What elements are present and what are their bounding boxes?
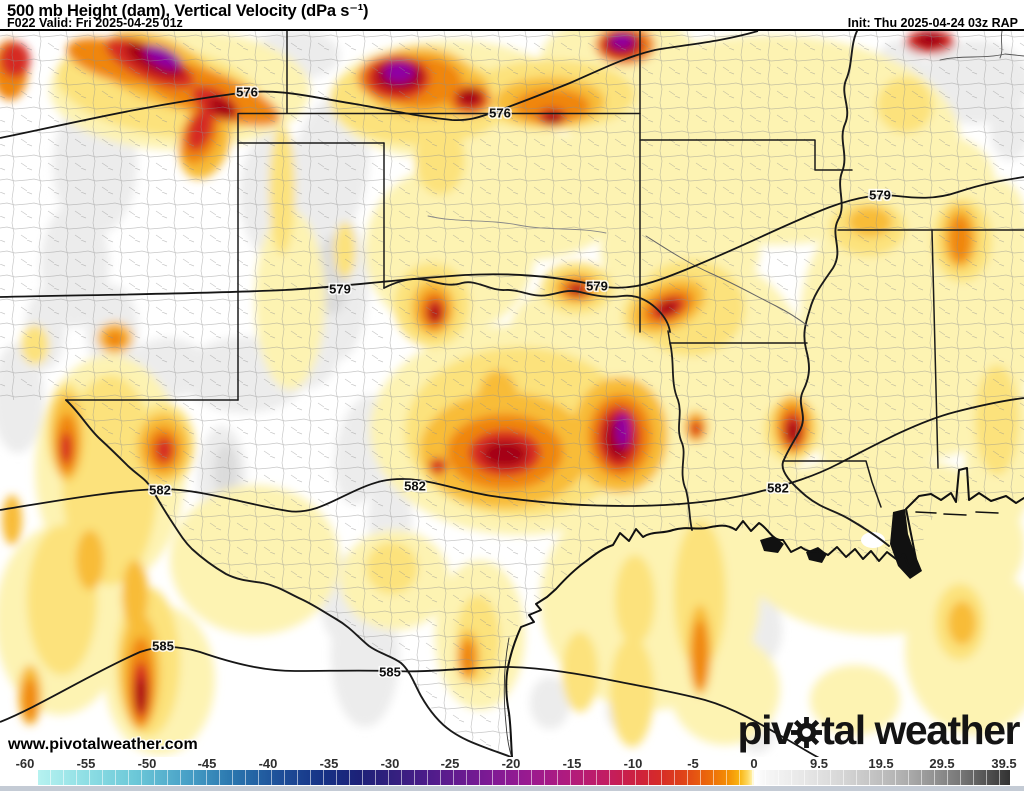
height-contours — [0, 31, 1024, 757]
colorbar-tick: -20 — [501, 756, 521, 771]
colorbar-tick: 19.5 — [868, 756, 894, 771]
height-contour-labels: 576 576 579 579 579 582 582 582 585 585 — [148, 83, 893, 681]
colorbar-tick: -25 — [440, 756, 460, 771]
contour-label: 582 — [767, 481, 789, 496]
colorbar-tick: 39.5 — [991, 756, 1017, 771]
colorbar-tick: -15 — [562, 756, 582, 771]
logo-text-tal-weather: tal weather — [821, 707, 1020, 753]
contour-label: 582 — [404, 479, 426, 494]
contour-label: 579 — [329, 282, 351, 297]
colorbar-tick: -60 — [15, 756, 35, 771]
colorbar-tick: -50 — [137, 756, 157, 771]
colorbar-tick: -40 — [258, 756, 278, 771]
map-header: 500 mb Height (dam), Vertical Velocity (… — [0, 0, 1024, 31]
contour-label: 582 — [149, 483, 171, 498]
colorbar-tick: -35 — [319, 756, 339, 771]
contour-label: 576 — [489, 106, 511, 121]
colorbar: -60 -55 -50 -45 -40 -35 -30 -25 -20 -15 -10 -5 0 9.5 1… — [0, 756, 1024, 791]
bottom-strip — [0, 786, 1024, 791]
contour-label: 579 — [869, 188, 891, 203]
pivotal-weather-logo: piv tal weather — [737, 707, 1021, 754]
weather-map: 576 576 579 579 579 582 582 582 585 585 — [0, 31, 1024, 757]
colorbar-tick: 9.5 — [809, 756, 829, 771]
state-borders-and-rivers — [65, 31, 1024, 757]
colorbar-tick: -10 — [623, 756, 643, 771]
contour-label: 579 — [586, 279, 608, 294]
colorbar-tick: -5 — [687, 756, 699, 771]
colorbar-tick: 0 — [750, 756, 758, 771]
logo-text-piv: piv — [737, 707, 794, 753]
contour-label: 576 — [236, 85, 258, 100]
colorbar-tick: -45 — [197, 756, 217, 771]
gear-icon — [791, 717, 823, 748]
contour-label: 585 — [379, 665, 401, 680]
colorbar-tick: -55 — [76, 756, 96, 771]
watermark-url: www.pivotalweather.com — [8, 736, 198, 753]
valid-time-label: F022 Valid: Fri 2025-04-25 01z — [7, 16, 183, 30]
init-time-label: Init: Thu 2025-04-24 03z RAP — [847, 16, 1018, 30]
colorbar-tick: -30 — [380, 756, 400, 771]
contour-label: 585 — [152, 639, 174, 654]
colorbar-tick: 29.5 — [929, 756, 955, 771]
colorbar-gradient — [38, 770, 1010, 785]
page-title: 500 mb Height (dam), Vertical Velocity (… — [7, 2, 369, 20]
